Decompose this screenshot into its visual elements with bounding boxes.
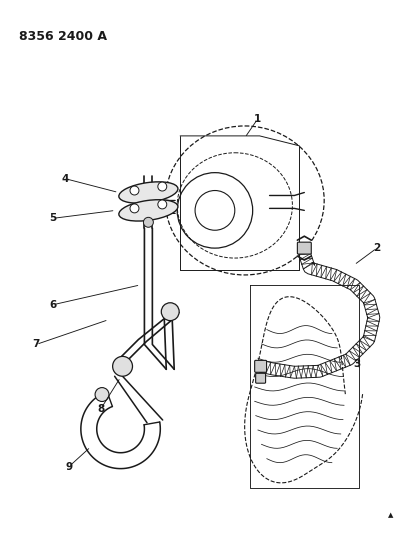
Text: 9: 9 <box>65 462 72 472</box>
Circle shape <box>130 186 139 195</box>
FancyBboxPatch shape <box>297 242 310 254</box>
Circle shape <box>112 357 132 376</box>
Ellipse shape <box>119 200 178 221</box>
Text: 7: 7 <box>32 340 40 350</box>
Circle shape <box>143 217 153 227</box>
Text: 8356 2400 A: 8356 2400 A <box>19 30 107 43</box>
Text: ▲: ▲ <box>387 512 393 518</box>
Text: 8: 8 <box>97 404 104 414</box>
Text: 3: 3 <box>353 359 360 369</box>
Text: 2: 2 <box>372 243 380 253</box>
Text: 5: 5 <box>49 213 56 223</box>
FancyBboxPatch shape <box>255 373 265 383</box>
FancyBboxPatch shape <box>254 360 266 372</box>
Circle shape <box>161 303 179 321</box>
Text: 4: 4 <box>61 174 68 183</box>
Circle shape <box>130 204 139 213</box>
Text: 1: 1 <box>254 114 261 124</box>
Text: 6: 6 <box>49 300 56 310</box>
Circle shape <box>157 182 166 191</box>
Circle shape <box>95 387 109 401</box>
Ellipse shape <box>119 182 178 203</box>
Circle shape <box>157 200 166 209</box>
